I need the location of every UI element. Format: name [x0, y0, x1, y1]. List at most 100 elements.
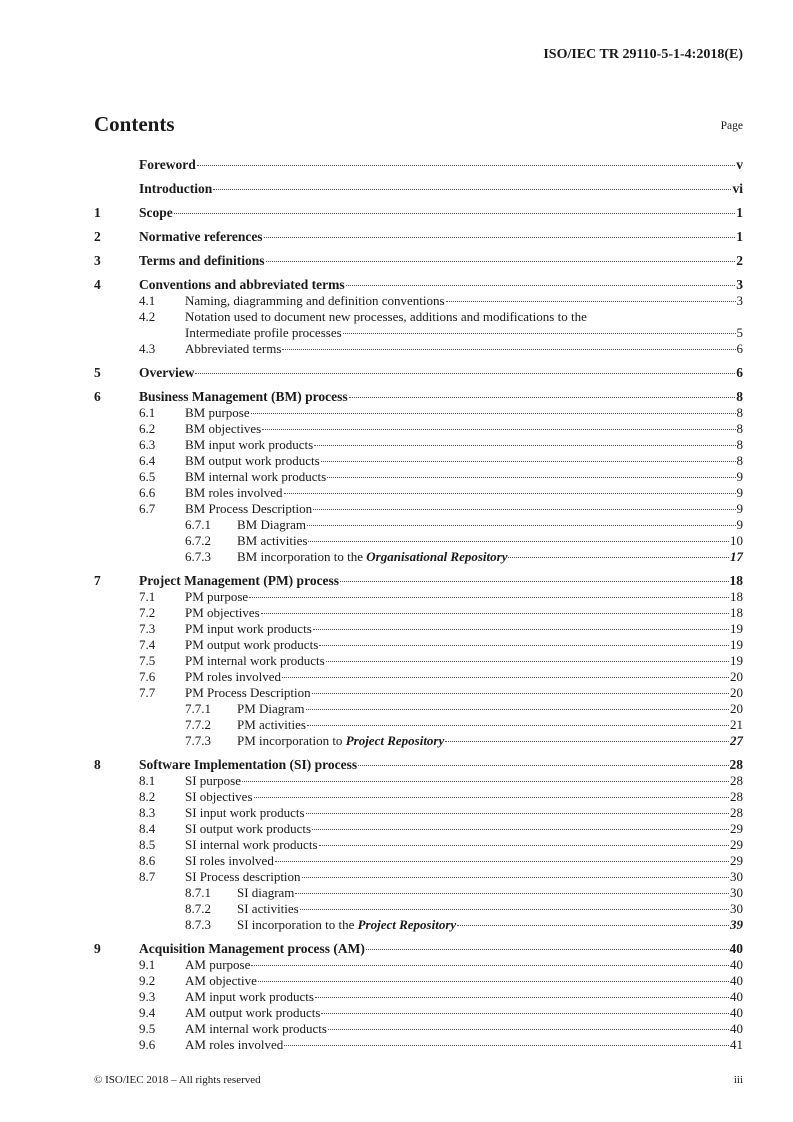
toc-entry[interactable]: 8.5 SI internal work products 29 — [94, 837, 743, 853]
toc-entry[interactable]: 7.5 PM internal work products 19 — [94, 653, 743, 669]
toc-entry[interactable]: 6.1 BM purpose 8 — [94, 405, 743, 421]
toc-entry-title: PM internal work products — [185, 653, 325, 669]
toc-entry-page: 6 — [736, 341, 744, 356]
page-column-label: Page — [720, 120, 743, 132]
toc-entry-title: BM activities — [237, 533, 307, 549]
toc-entry[interactable]: 8.6 SI roles involved 29 — [94, 853, 743, 869]
toc-entry[interactable]: 4.2 Notation used to document new process… — [94, 309, 743, 325]
toc-entry-title: AM roles involved — [185, 1037, 283, 1053]
toc-entry-number: 7.4 — [139, 637, 156, 652]
dot-leader — [457, 925, 729, 926]
toc-entry-page: 21 — [730, 717, 743, 732]
toc-entry[interactable]: 8.3 SI input work products 28 — [94, 805, 743, 821]
toc-entry[interactable]: 9.2 AM objective 40 — [94, 973, 743, 989]
toc-entry[interactable]: 2 Normative references 1 — [94, 229, 743, 245]
toc-entry-title: BM Process Description — [185, 501, 312, 517]
toc-entry-page: 8 — [736, 453, 744, 468]
toc-entry-number: 8.7.2 — [185, 901, 211, 916]
toc-entry-title: PM output work products — [185, 637, 318, 653]
toc-entry-title-text: AM purpose — [185, 957, 251, 972]
toc-entry-page: 40 — [729, 941, 744, 956]
toc-entry-number: 7.7.1 — [185, 701, 211, 716]
toc-entry[interactable]: 9.5 AM internal work products 40 — [94, 1021, 743, 1037]
toc-entry[interactable]: 6.3 BM input work products 8 — [94, 437, 743, 453]
toc-entry-title-text: Business Management (BM) process — [139, 389, 348, 404]
toc-entry[interactable]: 9.4 AM output work products 40 — [94, 1005, 743, 1021]
toc-entry[interactable]: 6.7.3 BM incorporation to the Organisatio… — [94, 549, 743, 565]
dot-leader — [250, 413, 736, 414]
page-number: iii — [733, 1074, 743, 1086]
toc-entry[interactable]: 9 Acquisition Management process (AM) 40 — [94, 941, 743, 957]
dot-leader — [508, 557, 729, 558]
toc-entry[interactable]: 3 Terms and definitions 2 — [94, 253, 743, 269]
toc-entry[interactable]: 7 Project Management (PM) process 18 — [94, 573, 743, 589]
toc-entry-title: SI objectives — [185, 789, 253, 805]
toc-entry-title: Introduction — [139, 181, 212, 197]
toc-entry-title-text: Project Management (PM) process — [139, 573, 340, 588]
toc-entry-page: 40 — [730, 957, 743, 972]
toc-entry-number: 9.4 — [139, 1005, 156, 1020]
toc-entry[interactable]: 6 Business Management (BM) process 8 — [94, 389, 743, 405]
toc-entry-title: Terms and definitions — [139, 253, 265, 269]
toc-entry-number: 6.3 — [139, 437, 156, 452]
toc-entry-title-text: Naming, diagramming and definition conve… — [185, 293, 445, 308]
toc-entry-title: SI Process description — [185, 869, 301, 885]
toc-entry[interactable]: 4.3 Abbreviated terms 6 — [94, 341, 743, 357]
toc-entry-number: 9.5 — [139, 1021, 156, 1036]
toc-entry-title-text: Terms and definitions — [139, 253, 265, 268]
toc-entry-page: 18 — [729, 573, 744, 588]
toc-entry[interactable]: 8.1 SI purpose 28 — [94, 773, 743, 789]
toc-entry[interactable]: 7.7.2 PM activities 21 — [94, 717, 743, 733]
toc-entry[interactable]: 6.6 BM roles involved 9 — [94, 485, 743, 501]
toc-entry[interactable]: 6.7.2 BM activities 10 — [94, 533, 743, 549]
toc-entry-page: 19 — [730, 621, 743, 636]
dot-leader — [314, 997, 729, 998]
dot-leader — [265, 261, 736, 262]
toc-entry[interactable]: 7.2 PM objectives 18 — [94, 605, 743, 621]
toc-entry[interactable]: Foreword v — [94, 157, 743, 173]
toc-entry[interactable]: 4 Conventions and abbreviated terms 3 — [94, 277, 743, 293]
toc-entry[interactable]: 8.2 SI objectives 28 — [94, 789, 743, 805]
toc-entry[interactable]: 8.7.1 SI diagram 30 — [94, 885, 743, 901]
toc-entry-page: 29 — [730, 837, 743, 852]
toc-entry[interactable]: 8.7 SI Process description 30 — [94, 869, 743, 885]
toc-entry-title-text: PM incorporation to — [237, 733, 346, 748]
toc-entry[interactable]: Introduction vi — [94, 181, 743, 197]
toc-entry[interactable]: 6.7 BM Process Description 9 — [94, 501, 743, 517]
toc-entry-title-text: AM roles involved — [185, 1037, 284, 1052]
toc-entry[interactable]: 8.7.2 SI activities 30 — [94, 901, 743, 917]
toc-entry[interactable]: 7.1 PM purpose 18 — [94, 589, 743, 605]
toc-entry[interactable]: 6.4 BM output work products 8 — [94, 453, 743, 469]
toc-entry[interactable]: 9.6 AM roles involved 41 — [94, 1037, 743, 1053]
toc-entry[interactable]: 7.3 PM input work products 19 — [94, 621, 743, 637]
toc-entry[interactable]: Intermediate profile processes 5 — [94, 325, 743, 341]
toc-entry[interactable]: 5 Overview 6 — [94, 365, 743, 381]
toc-entry-title-text: Software Implementation (SI) process — [139, 757, 358, 772]
toc-entry-title: Business Management (BM) process — [139, 389, 348, 405]
toc-entry[interactable]: 8 Software Implementation (SI) process 28 — [94, 757, 743, 773]
toc-entry-title-text: PM Diagram — [237, 701, 305, 716]
toc-entry-number: 8.3 — [139, 805, 156, 820]
toc-entry[interactable]: 6.2 BM objectives 8 — [94, 421, 743, 437]
toc-entry[interactable]: 8.7.3 SI incorporation to the Project Rep… — [94, 917, 743, 933]
toc-entry-title: SI input work products — [185, 805, 305, 821]
toc-entry-title: PM input work products — [185, 621, 312, 637]
toc-entry[interactable]: 6.5 BM internal work products 9 — [94, 469, 743, 485]
toc-entry[interactable]: 1 Scope 1 — [94, 205, 743, 221]
toc-entry[interactable]: 4.1 Naming, diagramming and definition co… — [94, 293, 743, 309]
toc-entry[interactable]: 6.7.1 BM Diagram 9 — [94, 517, 743, 533]
toc-entry[interactable]: 7.7.3 PM incorporation to Project Reposit… — [94, 733, 743, 749]
toc-entry-number: 8.7.1 — [185, 885, 211, 900]
toc-entry[interactable]: 7.6 PM roles involved 20 — [94, 669, 743, 685]
toc-entry[interactable]: 7.7 PM Process Description 20 — [94, 685, 743, 701]
toc-entry[interactable]: 7.4 PM output work products 19 — [94, 637, 743, 653]
toc-entry[interactable]: 8.4 SI output work products 29 — [94, 821, 743, 837]
toc-entry-page: 9 — [736, 469, 744, 484]
toc-entry[interactable]: 7.7.1 PM Diagram 20 — [94, 701, 743, 717]
toc-entry-number: 8.5 — [139, 837, 156, 852]
toc-entry-title-text: Abbreviated terms — [185, 341, 282, 356]
toc-entry-page: 17 — [730, 549, 743, 564]
toc-entry[interactable]: 9.3 AM input work products 40 — [94, 989, 743, 1005]
toc-entry[interactable]: 9.1 AM purpose 40 — [94, 957, 743, 973]
toc-entry-page: 30 — [730, 885, 743, 900]
